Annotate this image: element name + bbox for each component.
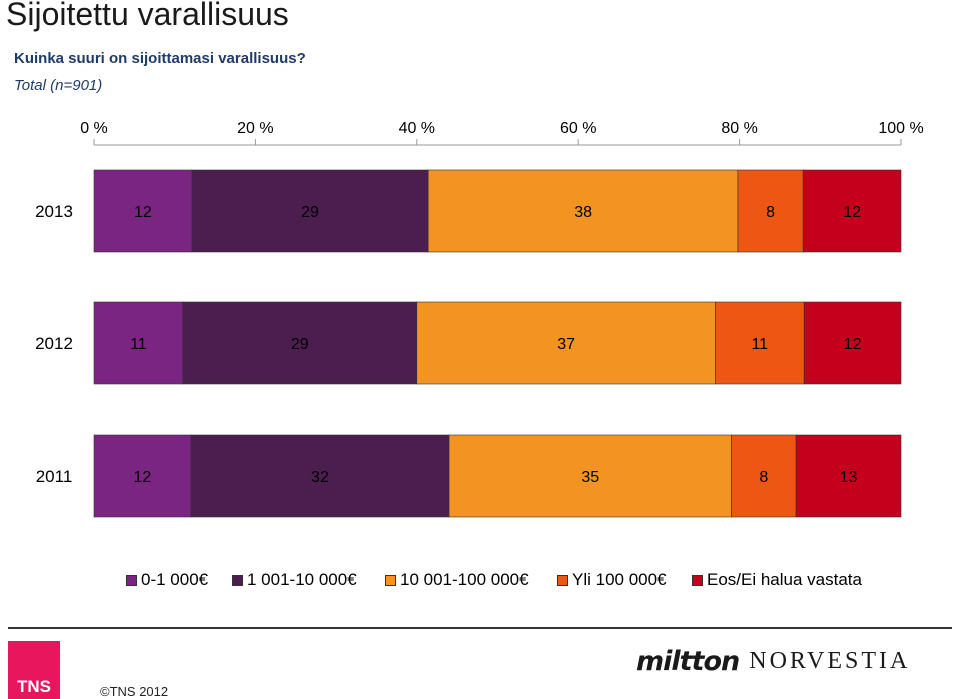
data-label: 12 xyxy=(134,204,152,221)
legend-label: 1 001-10 000€ xyxy=(247,570,357,589)
bar-segment xyxy=(93,169,193,253)
bar-segment xyxy=(803,301,902,385)
legend-label: 0-1 000€ xyxy=(141,570,209,589)
data-label: 13 xyxy=(840,469,858,486)
bar-segment xyxy=(93,301,184,385)
category-label: 2011 xyxy=(36,467,73,486)
x-tick-label: 0 % xyxy=(80,120,108,137)
data-label: 29 xyxy=(291,336,309,353)
legend-swatch xyxy=(232,574,243,586)
bar-segment xyxy=(182,301,418,385)
legend-swatch xyxy=(692,574,703,586)
bar-segment xyxy=(715,301,805,385)
x-tick-label: 80 % xyxy=(721,120,757,137)
legend-swatch xyxy=(385,574,396,586)
bar-segment xyxy=(191,169,429,253)
x-tick-label: 100 % xyxy=(878,120,923,137)
legend-label: 10 001-100 000€ xyxy=(400,570,529,589)
footer-divider xyxy=(8,627,952,629)
data-label: 12 xyxy=(844,336,862,353)
legend-item: 0-1 000€ xyxy=(126,570,208,590)
legend-label: Yli 100 000€ xyxy=(572,570,667,589)
data-label: 12 xyxy=(134,469,152,486)
bar-segment xyxy=(795,434,902,518)
legend-item: 1 001-10 000€ xyxy=(232,570,357,590)
bar-segment xyxy=(416,301,716,385)
tns-logo: TNS xyxy=(8,641,60,699)
data-label: 8 xyxy=(766,204,775,221)
bar-segment xyxy=(427,169,739,253)
category-label: 2012 xyxy=(35,334,73,353)
copyright-text: ©TNS 2012 xyxy=(100,684,169,699)
bar-segment xyxy=(448,434,732,518)
norvestia-logo: NORVESTIA xyxy=(749,647,911,674)
data-label: 11 xyxy=(751,336,768,353)
bar-segment xyxy=(190,434,450,518)
x-tick-label: 60 % xyxy=(560,120,596,137)
partner-logo: miltton NORVESTIA xyxy=(636,645,911,677)
data-label: 35 xyxy=(581,469,599,486)
data-label: 8 xyxy=(759,469,768,486)
data-label: 32 xyxy=(311,469,329,486)
chart-legend: 0-1 000€ 1 001-10 000€ 10 001-100 000€ Yli … xyxy=(0,570,960,594)
legend-swatch xyxy=(557,574,568,586)
x-tick-label: 40 % xyxy=(399,120,435,137)
survey-question: Kuinka suuri on sijoittamasi varallisuus… xyxy=(14,50,306,67)
bar-segment xyxy=(731,434,797,518)
legend-swatch xyxy=(126,574,137,586)
data-label: 38 xyxy=(574,204,592,221)
stacked-bar-chart: 0 % 20 % 40 % 60 % 80 % 100 % 2013 12 29 38 8 12 201… xyxy=(35,120,924,518)
category-label: 2013 xyxy=(35,202,73,221)
x-tick-label: 20 % xyxy=(237,120,273,137)
legend-item: Yli 100 000€ xyxy=(557,570,667,590)
bar-segment xyxy=(737,169,804,253)
data-label: 37 xyxy=(557,336,575,353)
data-label: 29 xyxy=(301,204,319,221)
data-label: 12 xyxy=(843,204,861,221)
legend-item: Eos/Ei halua vastata xyxy=(692,570,862,590)
page-title: Sijoitettu varallisuus xyxy=(6,0,289,32)
legend-item: 10 001-100 000€ xyxy=(385,570,529,590)
data-label: 11 xyxy=(130,336,147,353)
miltton-logo: miltton xyxy=(636,645,740,677)
bar-segment xyxy=(802,169,902,253)
sample-size: Total (n=901) xyxy=(14,77,103,94)
legend-label: Eos/Ei halua vastata xyxy=(707,570,862,589)
